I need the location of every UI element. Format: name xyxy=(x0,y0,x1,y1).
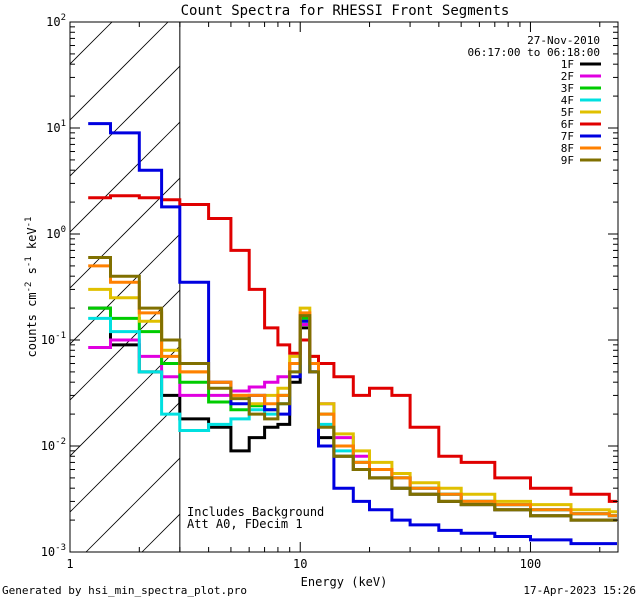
hatch-line xyxy=(70,289,180,401)
y-tick-label: 10-2 xyxy=(41,437,66,453)
hatch-line xyxy=(70,401,180,513)
footer-generator: Generated by hsi_min_spectra_plot.pro xyxy=(2,584,247,597)
legend-label-9F: 9F xyxy=(561,154,574,167)
x-axis-ticks: 1 10 100 xyxy=(66,22,601,571)
footer-timestamp: 17-Apr-2023 15:26 xyxy=(523,584,636,597)
plot-frame xyxy=(69,21,619,553)
legend-label-7F: 7F xyxy=(561,130,574,143)
series-5F xyxy=(88,287,617,514)
series-6F xyxy=(88,194,617,503)
legend-label-8F: 8F xyxy=(561,142,574,155)
hatch-line xyxy=(254,0,640,552)
series-9F xyxy=(88,256,617,522)
legend-label-3F: 3F xyxy=(561,82,574,95)
series-8F xyxy=(88,264,617,518)
legend-time-range: 06:17:00 to 06:18:00 xyxy=(468,46,600,59)
series-4F xyxy=(88,316,617,518)
note-background: Includes Background xyxy=(187,505,324,519)
hatch-line xyxy=(70,121,180,233)
x-tick-label: 10 xyxy=(293,557,307,571)
legend-label-2F: 2F xyxy=(561,70,574,83)
hatch-line xyxy=(70,22,113,65)
x-axis-label: Energy (keV) xyxy=(301,575,388,589)
note-attenuator: Att A0, FDecim 1 xyxy=(187,517,303,531)
series-group xyxy=(88,122,617,546)
y-tick-label: 10-3 xyxy=(41,543,66,559)
legend-date: 27-Nov-2010 xyxy=(527,34,600,47)
background-hatched-region xyxy=(70,0,640,552)
y-axis-ticks: 10-3 10-2 10-1 100 101 102 xyxy=(41,13,618,559)
chart-title: Count Spectra for RHESSI Front Segments xyxy=(181,3,510,19)
x-tick-label: 100 xyxy=(520,557,542,571)
legend-label-4F: 4F xyxy=(561,94,574,107)
y-tick-label: 101 xyxy=(46,119,66,135)
series-7F xyxy=(88,122,617,546)
y-axis-label: counts cm-2 s-1 keV-1 xyxy=(24,217,39,358)
legend-label-1F: 1F xyxy=(561,58,574,71)
y-tick-label: 102 xyxy=(46,13,66,29)
y-tick-label: 100 xyxy=(46,225,66,241)
hatch-line xyxy=(366,0,640,552)
x-tick-label: 1 xyxy=(66,557,73,571)
legend-label-6F: 6F xyxy=(561,118,574,131)
hatch-line xyxy=(70,233,180,345)
legend-label-5F: 5F xyxy=(561,106,574,119)
y-tick-label: 10-1 xyxy=(41,331,66,347)
hatch-line xyxy=(70,345,180,457)
hatch-line xyxy=(70,22,169,121)
hatch-line xyxy=(70,177,180,289)
